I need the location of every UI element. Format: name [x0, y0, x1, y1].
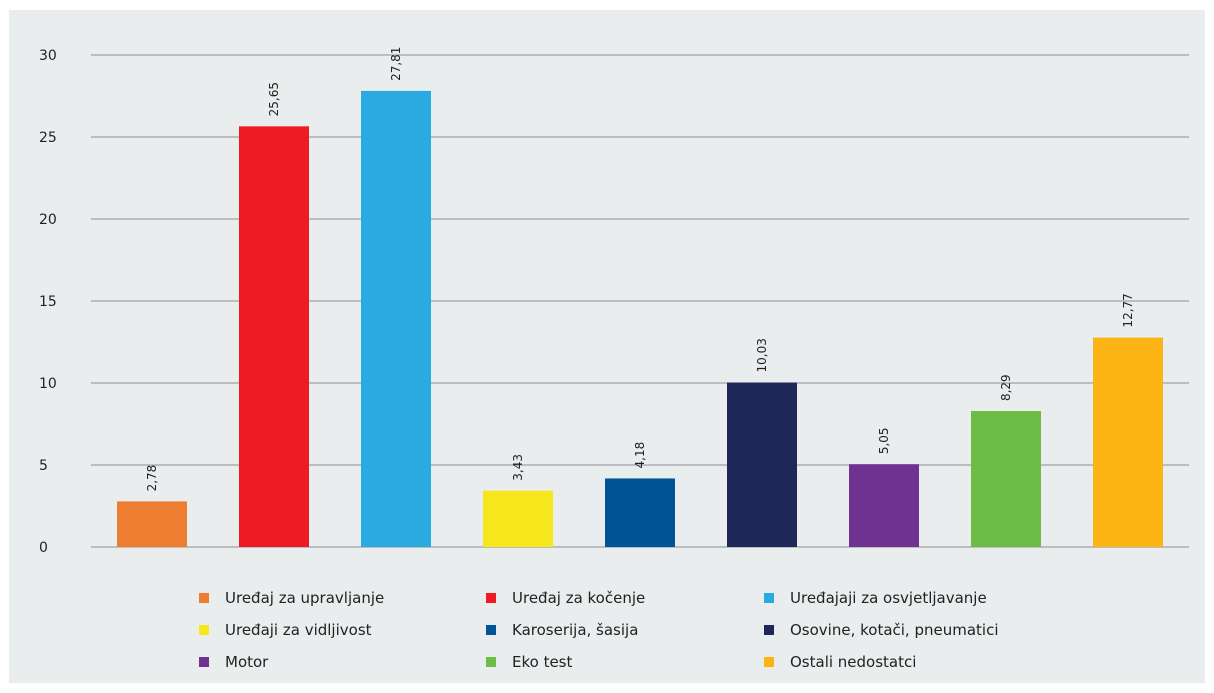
bar [727, 382, 797, 547]
legend-swatch [486, 625, 496, 635]
data-label: 4,18 [633, 442, 647, 469]
bar [971, 411, 1041, 547]
legend-swatch [764, 625, 774, 635]
data-label: 5,05 [877, 427, 891, 454]
legend-item: Uređajaji za osvjetljavanje [764, 588, 1084, 608]
data-label: 2,78 [145, 465, 159, 492]
legend-label: Osovine, kotači, pneumatici [790, 621, 999, 639]
legend-label: Motor [225, 653, 269, 671]
legend-item: Eko test [486, 652, 764, 672]
legend-item: Ostali nedostatci [764, 652, 1084, 672]
legend-label: Uređaj za upravljanje [225, 589, 385, 607]
y-tick-label: 5 [39, 458, 48, 474]
bar [117, 501, 187, 547]
data-label: 10,03 [755, 338, 769, 372]
y-tick-label: 20 [39, 212, 57, 228]
legend-label: Uređaj za kočenje [512, 589, 646, 607]
legend: Uređaj za upravljanje Uređaj za kočenje Ur… [199, 588, 1099, 672]
legend-swatch [199, 625, 209, 635]
legend-label: Uređajaji za osvjetljavanje [790, 589, 987, 607]
data-label: 8,29 [999, 374, 1013, 401]
data-label: 12,77 [1121, 293, 1135, 327]
data-labels: 2,78 25,65 27,81 3,43 4,18 10,03 5,05 8,29 12,77 [145, 47, 1135, 492]
y-tick-label: 10 [39, 376, 57, 392]
y-axis-ticks: 0 5 10 15 20 25 30 [39, 48, 57, 556]
data-label: 27,81 [389, 47, 403, 81]
bar [1093, 337, 1163, 547]
legend-item: Motor [199, 652, 486, 672]
legend-item: Uređaji za vidljivost [199, 620, 486, 640]
bar-chart: 0 5 10 15 20 25 30 2,78 25,65 27,81 3,43 4,18 10,03… [39, 47, 1189, 556]
legend-label: Uređaji za vidljivost [225, 621, 372, 639]
legend-label: Karoserija, šasija [512, 621, 639, 639]
legend-item: Karoserija, šasija [486, 620, 764, 640]
bars [117, 90, 1163, 547]
bar [239, 126, 309, 547]
legend-item: Osovine, kotači, pneumatici [764, 620, 1084, 640]
legend-swatch [764, 657, 774, 667]
legend-label: Eko test [512, 653, 573, 671]
y-tick-label: 25 [39, 130, 57, 146]
bar [849, 464, 919, 547]
legend-swatch [486, 657, 496, 667]
legend-item: Uređaj za upravljanje [199, 588, 486, 608]
legend-swatch [199, 593, 209, 603]
legend-swatch [764, 593, 774, 603]
bar [361, 90, 431, 547]
legend-swatch [199, 657, 209, 667]
legend-label: Ostali nedostatci [790, 653, 917, 671]
chart-panel: 0 5 10 15 20 25 30 2,78 25,65 27,81 3,43 4,18 10,03… [9, 10, 1205, 683]
bar [483, 490, 553, 547]
data-label: 3,43 [511, 454, 525, 481]
y-tick-label: 30 [39, 48, 57, 64]
y-tick-label: 0 [39, 540, 48, 556]
y-tick-label: 15 [39, 294, 57, 310]
legend-swatch [486, 593, 496, 603]
legend-item: Uređaj za kočenje [486, 588, 764, 608]
data-label: 25,65 [267, 82, 281, 116]
bar [605, 478, 675, 547]
